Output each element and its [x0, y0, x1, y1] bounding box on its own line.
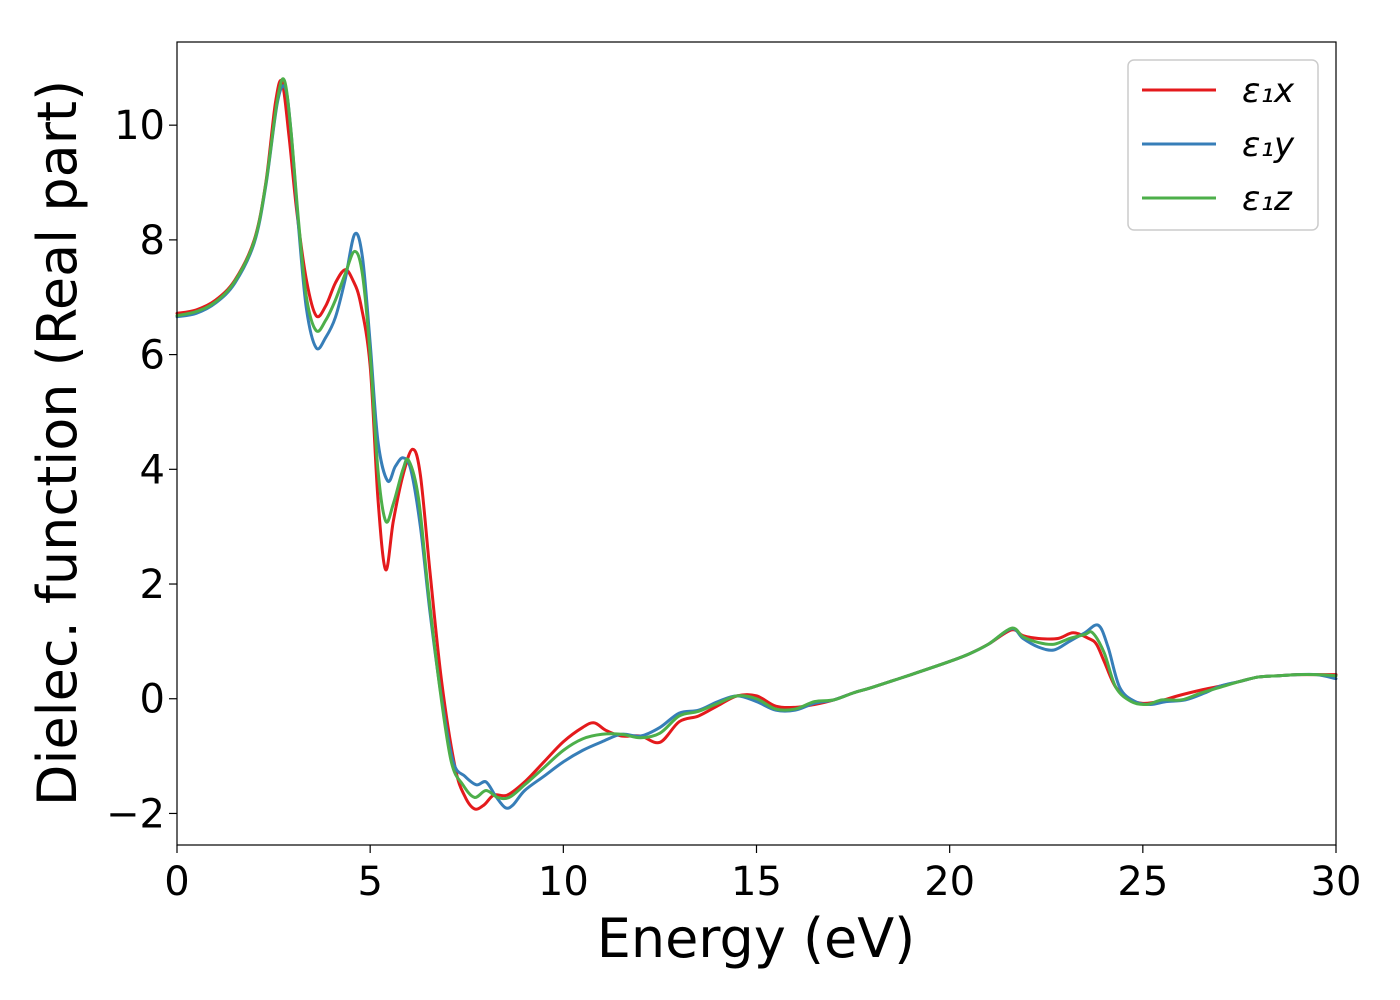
x-tick-label: 0	[164, 859, 189, 905]
x-tick-label: 20	[924, 859, 975, 905]
x-axis-ticks: 0 5 10 15 20 25 30	[164, 845, 1361, 905]
x-tick-label: 30	[1311, 859, 1362, 905]
y-tick-label: 4	[140, 447, 165, 493]
y-axis-ticks: −2 0 2 4 6 8 10	[106, 103, 177, 837]
x-tick-label: 10	[538, 859, 589, 905]
legend-frame	[1127, 59, 1319, 231]
x-axis-title: Energy (eV)	[597, 907, 916, 970]
y-axis-title: Dielec. function (Real part)	[26, 80, 89, 806]
y-tick-label: 0	[140, 677, 165, 723]
legend-label-1: ε₁x	[1242, 71, 1295, 111]
legend: ε₁x ε₁y ε₁z	[1127, 59, 1319, 231]
series-line-1	[175, 79, 1338, 811]
legend-label-3: ε₁z	[1242, 179, 1293, 219]
x-tick-label: 5	[357, 859, 382, 905]
y-tick-label: 2	[140, 562, 165, 608]
x-tick-label: 15	[731, 859, 782, 905]
series-line-3	[175, 77, 1338, 801]
series-line-2	[175, 84, 1338, 810]
y-tick-label: 8	[140, 218, 165, 264]
y-tick-label: 10	[114, 103, 165, 149]
legend-label-2: ε₁y	[1242, 125, 1295, 165]
y-tick-label: 6	[140, 333, 165, 379]
y-tick-label: −2	[106, 791, 165, 837]
x-tick-label: 25	[1117, 859, 1168, 905]
series-lines	[175, 77, 1338, 811]
